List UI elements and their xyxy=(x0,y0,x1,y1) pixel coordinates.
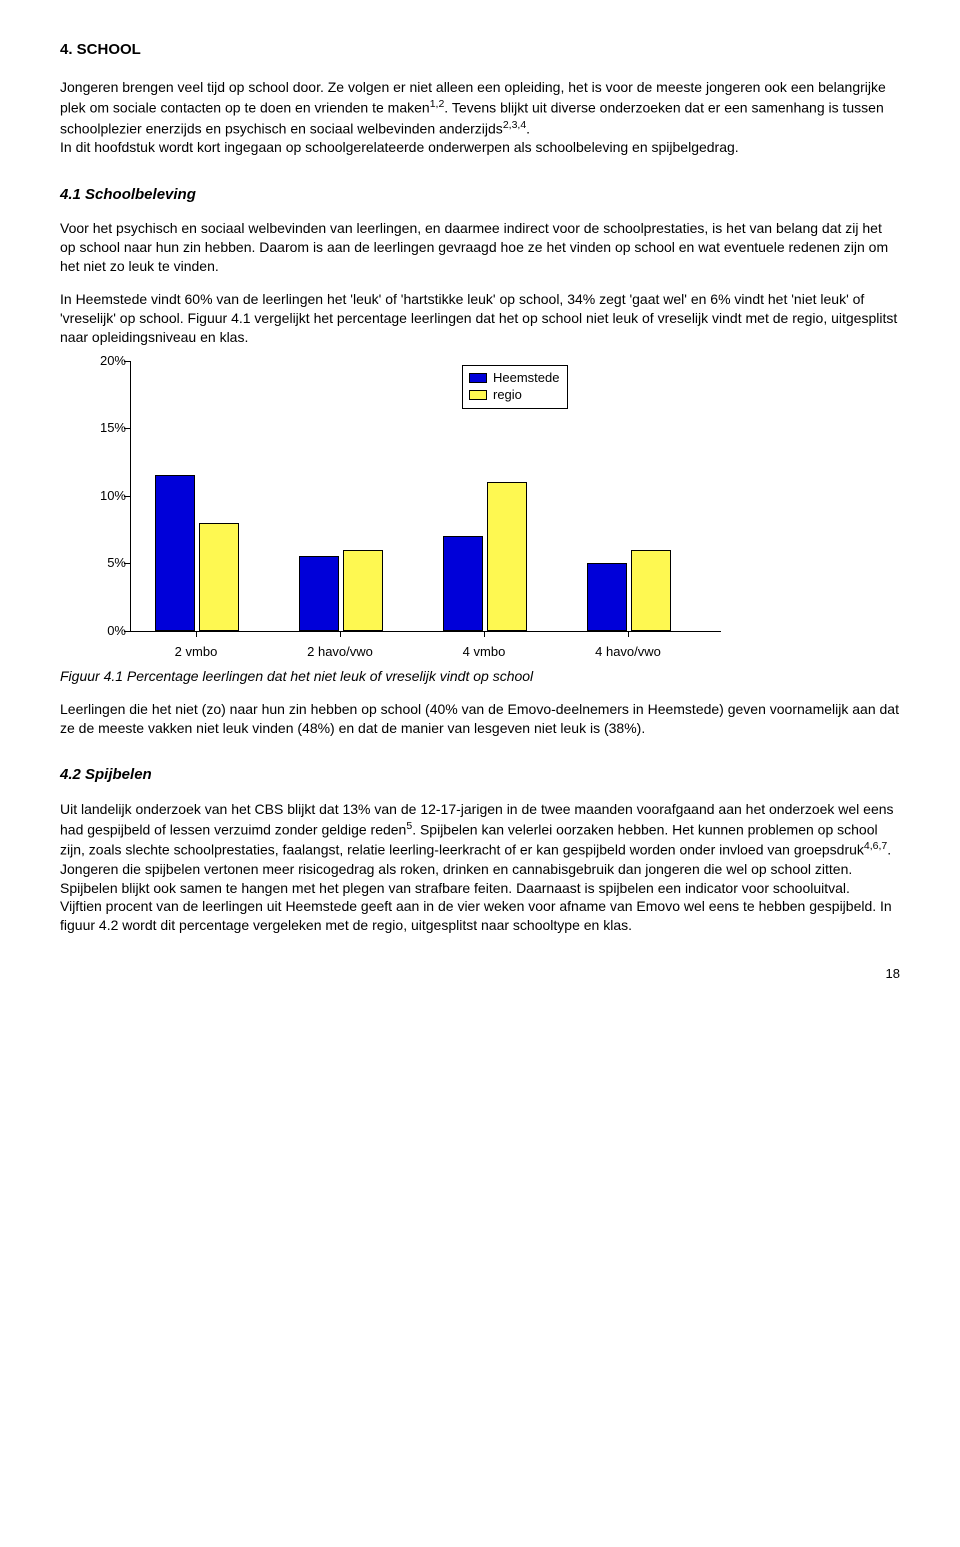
y-tick-label: 10% xyxy=(80,487,126,505)
s42-paragraph-2: Jongeren die spijbelen vertonen meer ris… xyxy=(60,860,900,898)
s41-paragraph-2: In Heemstede vindt 60% van de leerlingen… xyxy=(60,290,900,347)
page-number: 18 xyxy=(60,965,900,983)
bar xyxy=(199,523,239,631)
s41-paragraph-1: Voor het psychisch en sociaal welbevinde… xyxy=(60,219,900,276)
s41-paragraph-3: Leerlingen die het niet (zo) naar hun zi… xyxy=(60,700,900,738)
x-tick-label: 4 vmbo xyxy=(463,643,506,661)
y-tick-label: 20% xyxy=(80,352,126,370)
legend-label: regio xyxy=(493,387,522,404)
subsection-title-42: 4.2 Spijbelen xyxy=(60,765,900,785)
intro-paragraph-2: In dit hoofdstuk wordt kort ingegaan op … xyxy=(60,138,900,157)
bar xyxy=(299,556,339,630)
y-tick-label: 0% xyxy=(80,622,126,640)
bar xyxy=(487,482,527,631)
x-tick-label: 4 havo/vwo xyxy=(595,643,661,661)
legend-swatch xyxy=(469,373,487,383)
bar xyxy=(587,563,627,631)
bar xyxy=(443,536,483,631)
subsection-title-41: 4.1 Schoolbeleving xyxy=(60,185,900,205)
s42-paragraph-1: Uit landelijk onderzoek van het CBS blij… xyxy=(60,800,900,860)
bar xyxy=(343,550,383,631)
y-tick-label: 15% xyxy=(80,419,126,437)
plot-area xyxy=(130,361,721,632)
legend-swatch xyxy=(469,390,487,400)
x-tick-label: 2 vmbo xyxy=(175,643,218,661)
y-tick-label: 5% xyxy=(80,554,126,572)
s42-paragraph-3: Vijftien procent van de leerlingen uit H… xyxy=(60,897,900,935)
intro-paragraph-1: Jongeren brengen veel tijd op school doo… xyxy=(60,78,900,138)
figure-caption: Figuur 4.1 Percentage leerlingen dat het… xyxy=(60,667,900,686)
section-title: 4. SCHOOL xyxy=(60,40,900,60)
chart-legend: Heemstederegio xyxy=(462,365,568,409)
x-tick-label: 2 havo/vwo xyxy=(307,643,373,661)
bar xyxy=(155,475,195,630)
bar xyxy=(631,550,671,631)
legend-label: Heemstede xyxy=(493,370,559,387)
chart-figure-4-1: 0%5%10%15%20%2 vmbo2 havo/vwo4 vmbo4 hav… xyxy=(60,361,900,661)
